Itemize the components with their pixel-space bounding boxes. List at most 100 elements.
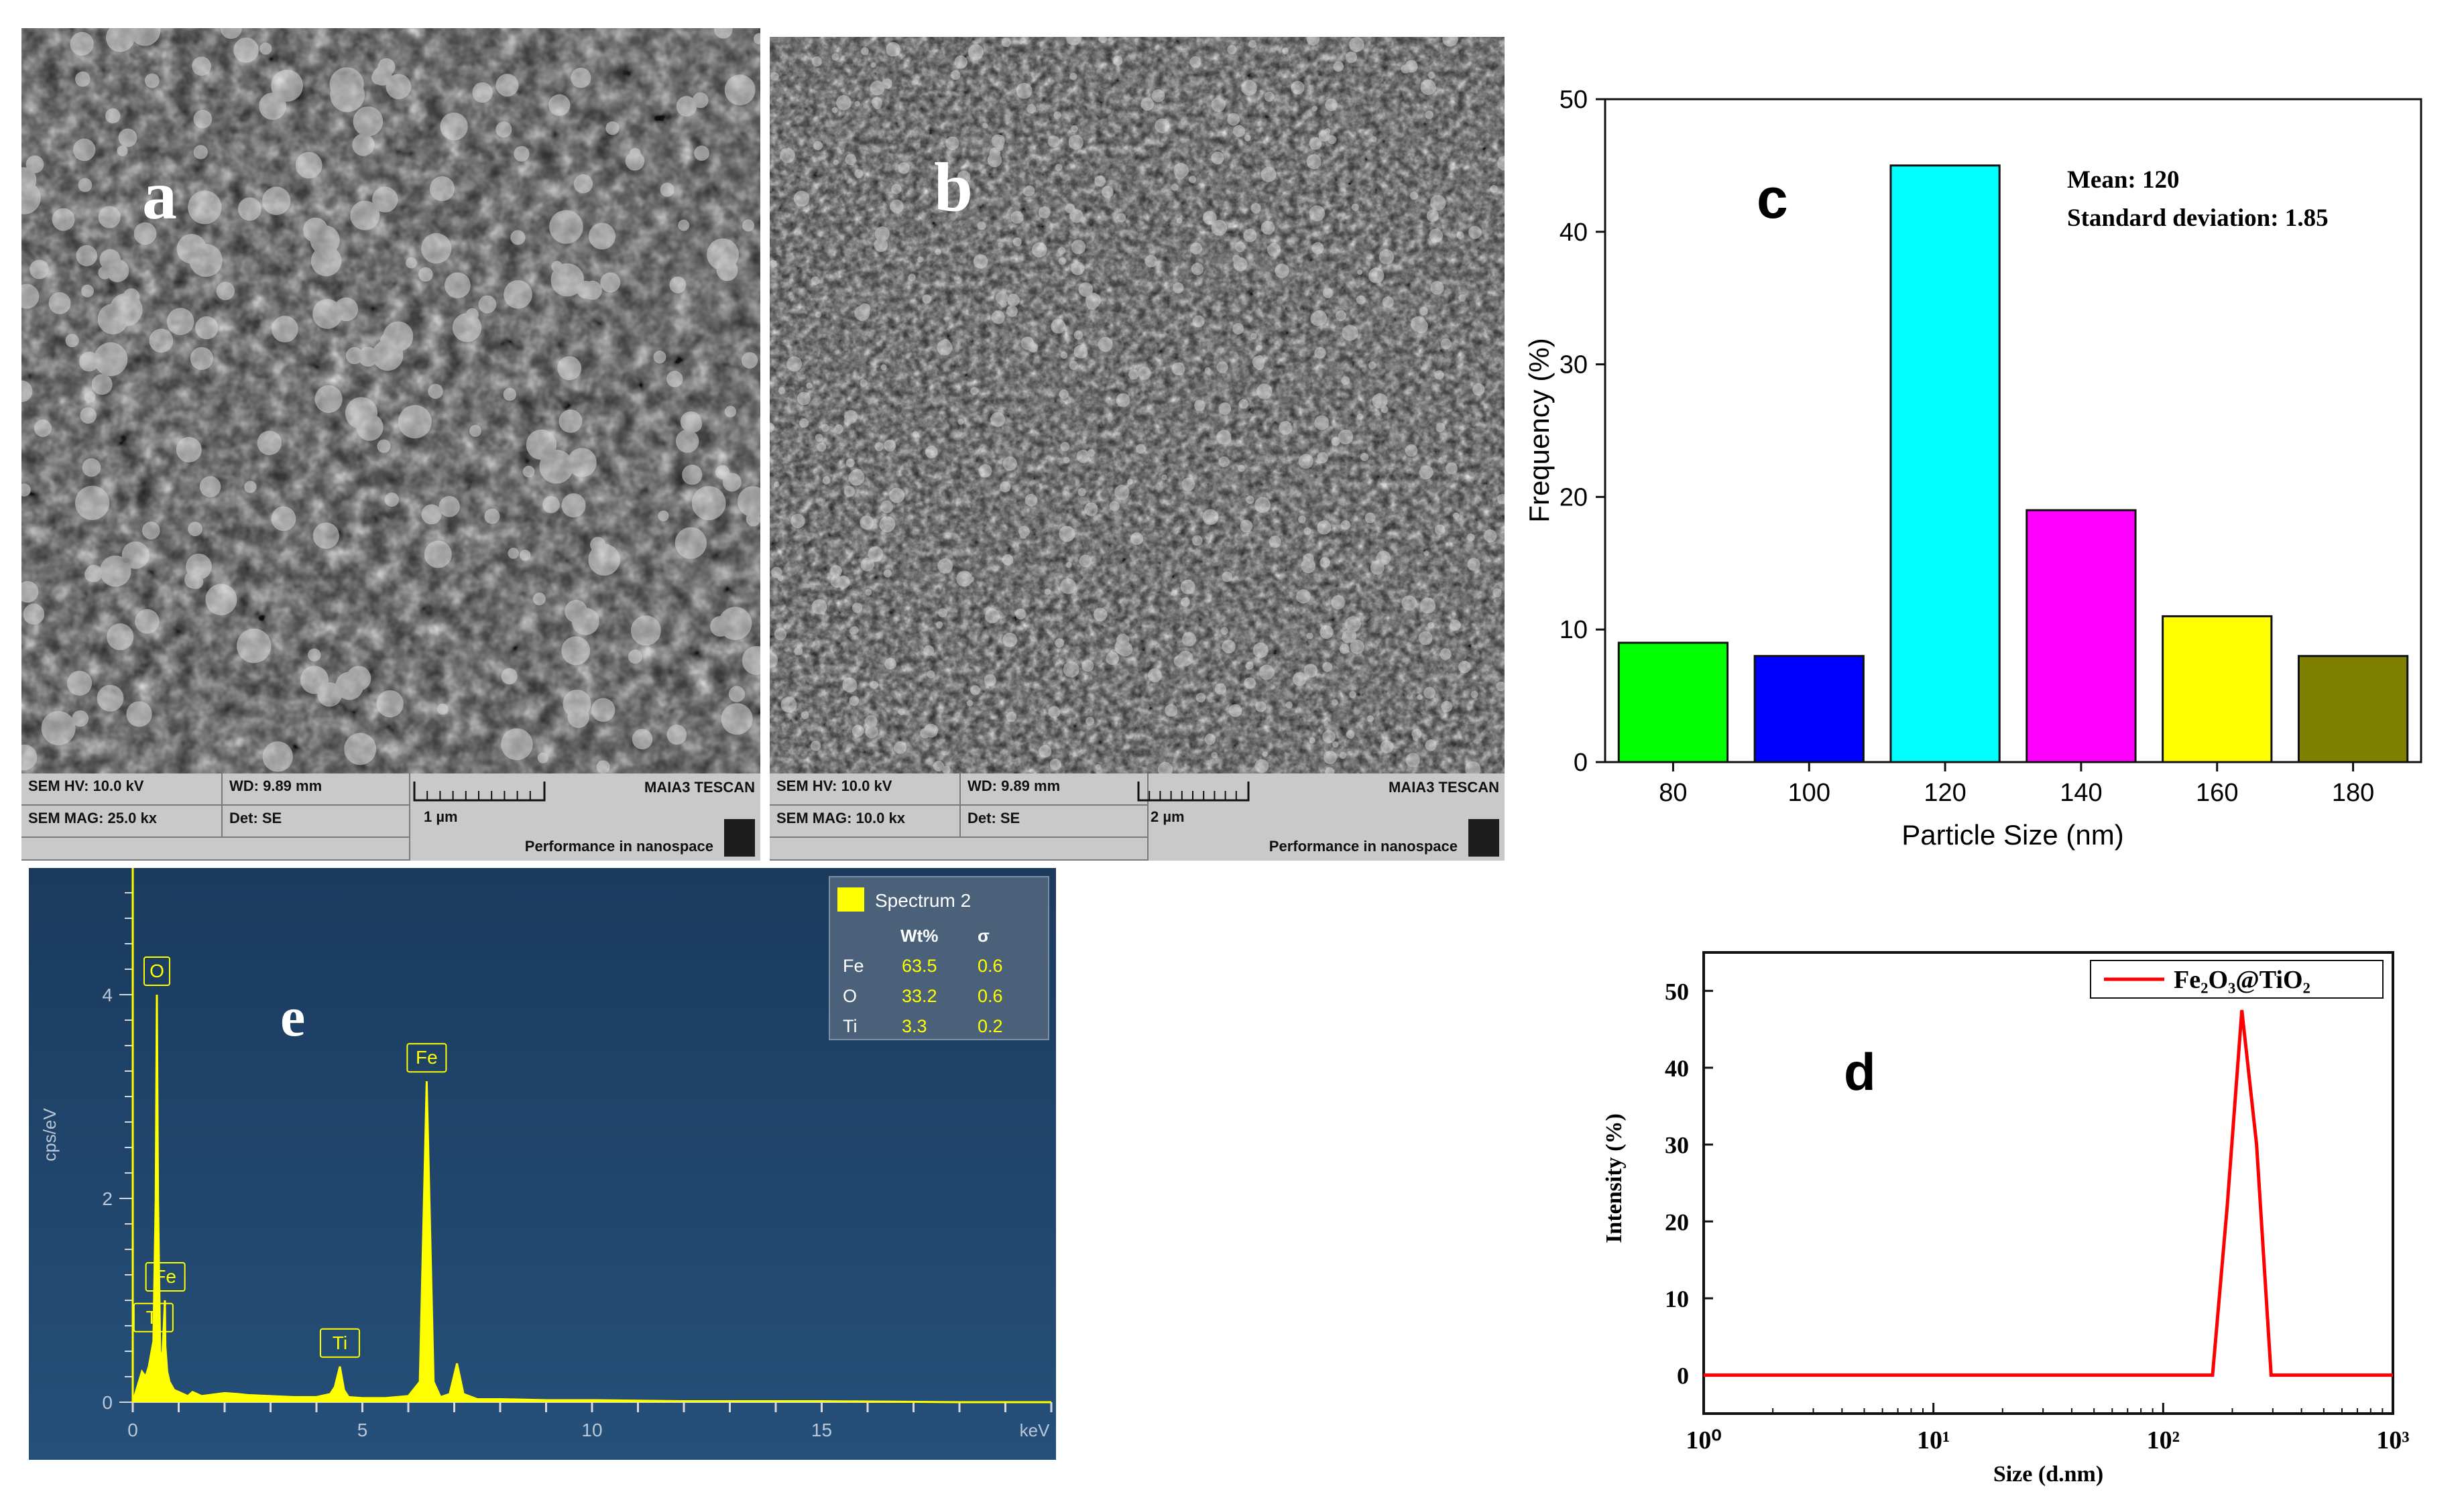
particle-highlight	[1322, 662, 1332, 672]
particle-highlight	[1059, 389, 1069, 399]
particle-highlight	[883, 569, 892, 578]
particle-highlight	[1259, 664, 1275, 680]
particle-highlight	[995, 292, 1008, 304]
sem-brand-a: MAIA3 TESCAN	[644, 779, 755, 796]
x-tick-label: 10⁰	[1686, 1426, 1721, 1454]
particle-highlight	[1071, 125, 1078, 133]
particle-highlight	[1171, 590, 1177, 597]
particle-highlight	[1081, 660, 1094, 672]
peak-label: Fe	[154, 1266, 176, 1287]
particle-highlight	[678, 219, 690, 231]
particle-highlight	[852, 725, 864, 737]
particle-highlight	[406, 257, 417, 269]
y-tick-label: 0	[102, 1392, 113, 1413]
y-tick-label: 30	[1560, 351, 1588, 379]
particle-highlight	[21, 180, 41, 214]
particle-highlight	[660, 182, 674, 197]
particle-highlight	[1181, 631, 1197, 647]
x-tick-label: 180	[2332, 779, 2374, 807]
particle-highlight	[1128, 369, 1139, 380]
particle-highlight	[1322, 288, 1334, 299]
sem-mag-label: SEM MAG: 10.0 kx	[770, 806, 961, 838]
particle-highlight	[666, 725, 687, 745]
x-tick-label: 10	[581, 1420, 602, 1440]
table-sigma: 0.2	[978, 1016, 1003, 1036]
y-axis-label: cps/eV	[40, 1108, 60, 1162]
sem-hv-label: SEM HV: 10.0 kV	[21, 773, 223, 806]
particle-highlight	[625, 151, 645, 171]
particle-highlight	[199, 476, 221, 497]
particle-highlight	[1466, 533, 1475, 542]
particle-highlight	[1340, 520, 1351, 530]
particle-highlight	[295, 151, 322, 179]
particle-highlight	[880, 500, 894, 513]
particle-highlight	[548, 94, 571, 116]
particle-highlight	[180, 313, 192, 325]
particle-highlight	[1203, 210, 1217, 225]
particle-highlight	[1430, 194, 1446, 211]
particle-highlight	[1190, 242, 1202, 255]
particle-highlight	[852, 603, 863, 613]
particle-highlight	[1063, 456, 1070, 464]
particle-highlight	[588, 544, 620, 576]
particle-highlight	[600, 272, 621, 293]
particle-highlight	[721, 703, 753, 735]
particle-highlight	[1051, 318, 1066, 334]
particle-highlight	[1492, 588, 1502, 598]
particle-highlight	[70, 32, 94, 56]
particle-highlight	[1427, 71, 1435, 79]
particle-highlight	[74, 71, 91, 87]
particle-highlight	[830, 575, 843, 588]
particle-highlight	[1254, 759, 1269, 773]
particle-highlight	[1345, 616, 1361, 632]
particle-highlight	[1109, 501, 1120, 511]
particle-highlight	[1318, 130, 1330, 142]
particle-highlight	[1238, 464, 1245, 473]
particle-highlight	[1015, 609, 1026, 620]
peak-label: Ti	[333, 1332, 347, 1353]
particle-highlight	[1227, 113, 1240, 126]
particle-highlight	[1497, 156, 1505, 171]
particle-highlight	[335, 672, 364, 700]
particle-highlight	[418, 267, 433, 282]
particle-highlight	[1228, 704, 1242, 717]
scale-bar-a	[413, 782, 546, 802]
sem-det-label: Det: SE	[223, 806, 410, 838]
tescan-logo	[1468, 819, 1499, 857]
particle-highlight	[1306, 154, 1322, 170]
particle-highlight	[358, 347, 378, 367]
particle-highlight	[1409, 191, 1418, 200]
sem-mag-label: SEM MAG: 25.0 kx	[21, 806, 223, 838]
particle-highlight	[1069, 361, 1078, 370]
particle-highlight	[1298, 454, 1313, 469]
particle-highlight	[728, 686, 746, 702]
tescan-logo	[724, 819, 755, 857]
particle-highlight	[1338, 429, 1354, 445]
particle-highlight	[429, 176, 455, 202]
particle-highlight	[386, 74, 412, 100]
particle-highlight	[1429, 228, 1444, 243]
particle-highlight	[205, 584, 237, 615]
particle-highlight	[780, 696, 797, 713]
particle-highlight	[890, 199, 904, 214]
particle-highlight	[350, 200, 380, 231]
particle-highlight	[1356, 295, 1366, 305]
particle-highlight	[189, 243, 223, 277]
particle-highlight	[1250, 203, 1261, 214]
particle-highlight	[97, 684, 124, 712]
particle-highlight	[1243, 229, 1257, 243]
particle-highlight	[1419, 597, 1436, 614]
particle-highlight	[925, 446, 938, 458]
particle-highlight	[917, 256, 923, 263]
particle-highlight	[957, 170, 971, 184]
particle-highlight	[774, 628, 787, 641]
particle-highlight	[1055, 164, 1063, 172]
x-axis-label: keV	[1020, 1420, 1050, 1440]
particle-highlight	[1181, 477, 1195, 491]
particle-highlight	[272, 316, 298, 343]
particle-highlight	[1254, 360, 1265, 371]
particle-highlight	[1065, 562, 1072, 568]
particle-highlight	[1417, 694, 1423, 700]
particle-highlight	[1028, 343, 1039, 353]
particle-highlight	[1071, 261, 1085, 275]
